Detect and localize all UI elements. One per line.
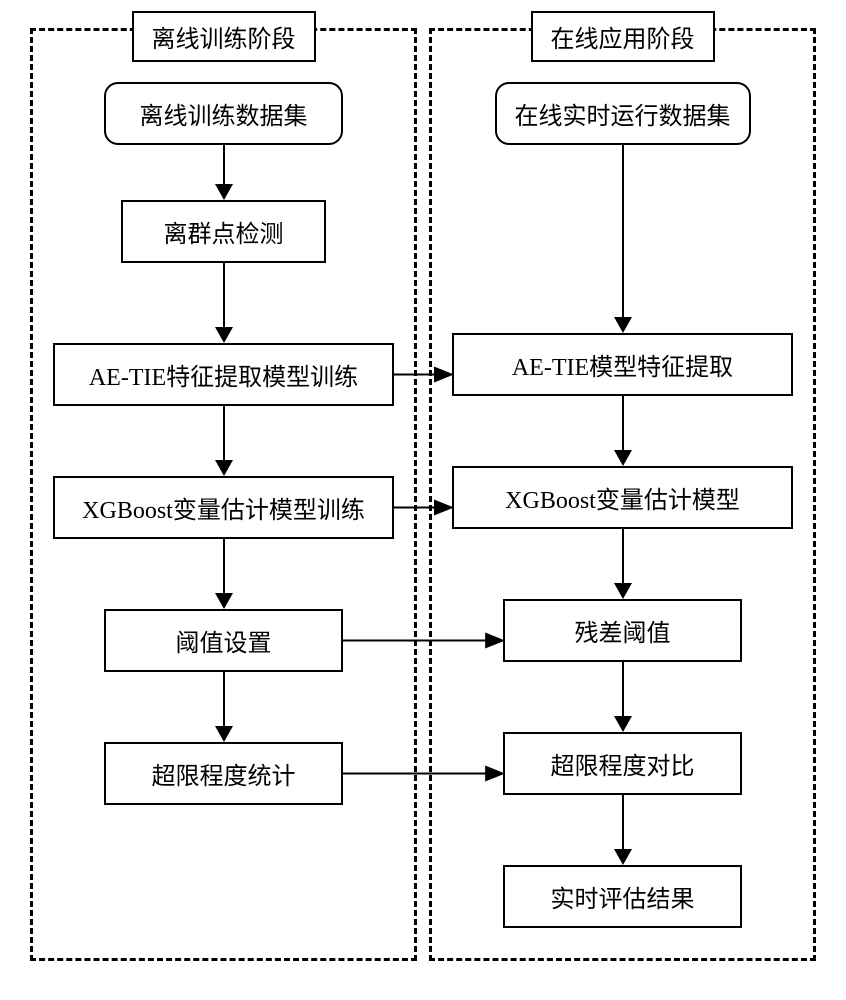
left-title: 离线训练阶段	[132, 11, 316, 62]
node-l6: 超限程度统计	[104, 742, 343, 805]
right-title: 在线应用阶段	[531, 11, 715, 62]
node-r6: 超限程度对比	[503, 732, 742, 795]
node-l2: 离群点检测	[121, 200, 326, 263]
node-r3: AE-TIE模型特征提取	[452, 333, 793, 396]
left-column: 离线训练阶段 离线训练数据集 离群点检测 AE-TIE特征提取模型训练 XGBo…	[30, 28, 417, 961]
node-l1: 离线训练数据集	[104, 82, 343, 145]
right-column: 在线应用阶段 在线实时运行数据集 AE-TIE模型特征提取 XGBoost变量估…	[429, 28, 816, 961]
node-r5: 残差阈值	[503, 599, 742, 662]
node-l3: AE-TIE特征提取模型训练	[53, 343, 394, 406]
node-r7: 实时评估结果	[503, 865, 742, 928]
node-r4: XGBoost变量估计模型	[452, 466, 793, 529]
node-r1: 在线实时运行数据集	[495, 82, 751, 145]
node-l4: XGBoost变量估计模型训练	[53, 476, 394, 539]
node-l5: 阈值设置	[104, 609, 343, 672]
